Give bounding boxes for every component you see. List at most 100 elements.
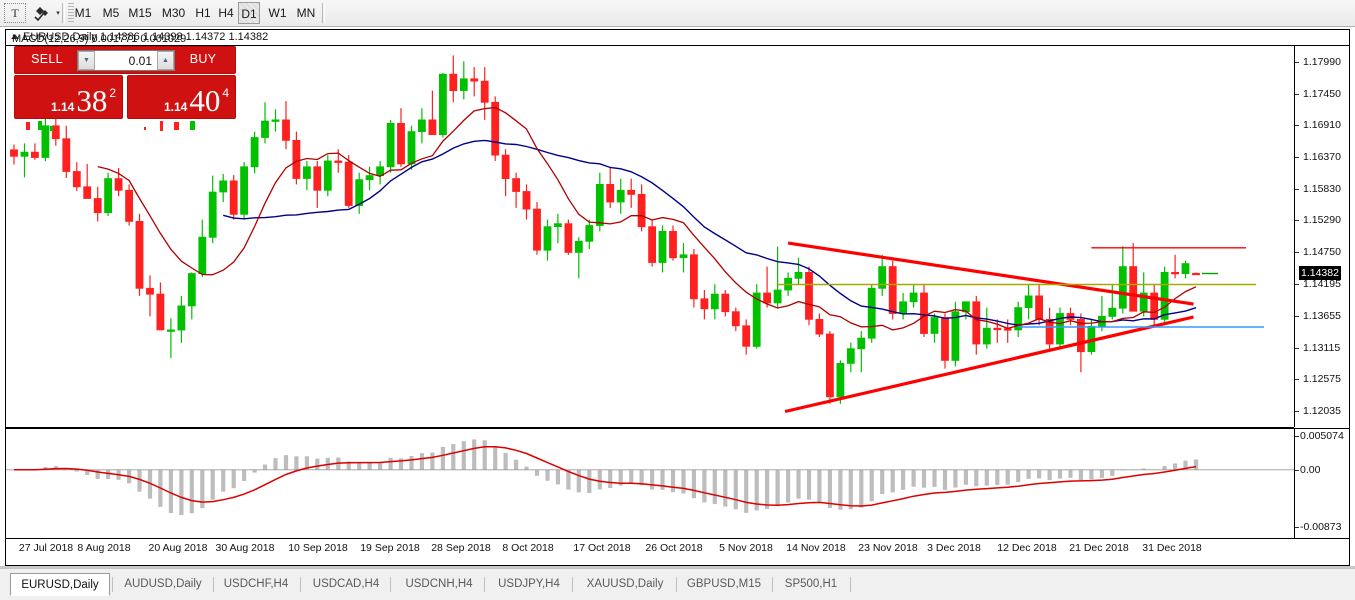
time-tick-label: 5 Nov 2018 (719, 542, 773, 554)
timeframe-mn[interactable]: MN (296, 6, 316, 20)
chart-tab-usdchf-h4[interactable]: USDCHF,H4 (223, 578, 289, 590)
price-tick-label: 1.16370 (1303, 150, 1341, 163)
chart-tab-usdcnh-h4[interactable]: USDCNH,H4 (405, 578, 473, 590)
price-tick (1295, 411, 1299, 413)
main-toolbar: T ▾ M1 M5 M15 M30 H1 H4 D1 W1 MN (0, 0, 1355, 27)
trade-panel-header: SELL ▼ 0.01 ▲ BUY (14, 46, 236, 74)
tab-separator (390, 577, 391, 592)
tab-separator (484, 577, 485, 592)
timeframe-h4[interactable]: H4 (218, 6, 234, 20)
time-tick-label: 26 Oct 2018 (645, 542, 703, 554)
price-tick (1295, 316, 1299, 318)
price-tick-label: 1.15830 (1303, 182, 1341, 195)
toolbar-separator-right (322, 3, 325, 23)
price-tick (1295, 125, 1299, 127)
buy-quote-fraction: 4 (222, 86, 229, 100)
sell-mini-candles-icon (26, 121, 53, 131)
macd-scale-axis[interactable]: 0.005074 0.00 -0.00873 (1294, 428, 1349, 538)
timeframe-h1[interactable]: H1 (195, 6, 211, 20)
volume-up-icon[interactable]: ▲ (157, 51, 174, 70)
crosshair-glyph (33, 6, 48, 21)
volume-down-icon[interactable]: ▼ (78, 51, 95, 70)
price-tick (1295, 284, 1299, 286)
buy-button[interactable]: 1.14 40 4 (127, 75, 236, 119)
timeframe-d1[interactable]: D1 (238, 2, 260, 24)
chart-tab-sp500-h1[interactable]: SP500,H1 (784, 578, 838, 590)
tab-separator (112, 577, 113, 592)
price-tick-label: 1.15290 (1303, 214, 1341, 227)
time-scale-axis[interactable]: 27 Jul 2018 8 Aug 2018 20 Aug 2018 30 Aug 2… (6, 538, 1349, 565)
time-tick-label: 12 Dec 2018 (997, 542, 1057, 554)
volume-stepper[interactable]: ▼ 0.01 ▲ (77, 50, 175, 71)
tab-separator (213, 577, 214, 592)
tab-separator (676, 577, 677, 592)
timeframe-m30[interactable]: M30 (161, 6, 186, 20)
buy-quote: 1.14 40 4 (164, 84, 229, 118)
time-tick-label: 8 Oct 2018 (502, 542, 554, 554)
sell-quote-prefix: 1.14 (50, 100, 75, 114)
collapse-triangle-icon[interactable] (11, 34, 19, 39)
chart-window: EURUSD,Daily 1.14386 1.14398 1.14372 1.1… (5, 29, 1350, 566)
chart-tabs-bar: EURUSD,Daily AUDUSD,Daily USDCHF,H4 USDCAD,… (0, 568, 1355, 600)
text-tool-icon[interactable]: T (4, 3, 26, 23)
sell-quote-fraction: 2 (109, 86, 116, 100)
chart-tab-eurusd-daily[interactable]: EURUSD,Daily (10, 573, 110, 596)
price-tick (1295, 188, 1299, 190)
time-tick-label: 28 Sep 2018 (431, 542, 491, 554)
price-tick-label: 1.12035 (1303, 405, 1341, 418)
buy-label[interactable]: BUY (189, 52, 217, 66)
time-tick-label: 30 Aug 2018 (215, 542, 275, 554)
price-tick (1295, 61, 1299, 63)
price-tick-label: 1.17450 (1303, 87, 1341, 100)
chart-tab-xauusd-daily[interactable]: XAUUSD,Daily (586, 578, 664, 590)
macd-tick-label: -0.00873 (1300, 521, 1342, 534)
macd-tick (1295, 527, 1299, 529)
time-tick-label: 19 Sep 2018 (360, 542, 420, 554)
time-tick-label: 31 Dec 2018 (1142, 542, 1202, 554)
price-tick (1295, 220, 1299, 222)
time-tick-label: 14 Nov 2018 (786, 542, 846, 554)
price-tick-label: 1.12575 (1303, 373, 1341, 386)
timeframe-w1[interactable]: W1 (268, 6, 287, 20)
price-tick-label: 1.13115 (1303, 341, 1341, 354)
buy-mini-candles-icon (144, 121, 195, 131)
timeframe-m5[interactable]: M5 (102, 6, 120, 20)
price-tick-label: 1.13655 (1303, 310, 1341, 323)
macd-label: MACD(12,26,9) 0.001771 0.001029 (12, 33, 187, 45)
sell-label[interactable]: SELL (31, 52, 63, 66)
buy-quote-big: 40 (189, 83, 221, 118)
price-tick (1295, 156, 1299, 158)
price-tick (1295, 93, 1299, 95)
crosshair-icon[interactable] (32, 3, 52, 23)
chart-tab-audusd-daily[interactable]: AUDUSD,Daily (124, 578, 202, 590)
buy-quote-prefix: 1.14 (163, 100, 188, 114)
time-tick-label: 3 Dec 2018 (927, 542, 981, 554)
sell-quote-big: 38 (76, 83, 108, 118)
sell-button[interactable]: 1.14 38 2 (14, 75, 123, 119)
sell-quote: 1.14 38 2 (51, 84, 116, 118)
tab-separator (300, 577, 301, 592)
volume-input[interactable]: 0.01 (128, 53, 152, 68)
toolbar-grip[interactable] (68, 3, 74, 23)
macd-tick-label: 0.00 (1300, 463, 1321, 476)
price-tick-label: 1.14195 (1303, 278, 1341, 291)
time-tick-label: 8 Aug 2018 (77, 542, 131, 554)
window-scrollbar[interactable] (0, 566, 1355, 568)
chart-tab-usdcad-h4[interactable]: USDCAD,H4 (312, 578, 380, 590)
tab-separator (572, 577, 573, 592)
pane-divider[interactable] (6, 427, 1294, 428)
timeframe-m1[interactable]: M1 (74, 6, 92, 20)
price-chart-svg (10, 55, 1264, 414)
chart-title-text: EURUSD,Daily 1.14386 1.14398 1.14372 1.1… (23, 31, 269, 43)
time-tick-label: 20 Aug 2018 (148, 542, 208, 554)
price-tick (1295, 251, 1299, 253)
chart-tab-gbpusd-m15[interactable]: GBPUSD,M15 (686, 578, 762, 590)
chevron-down-icon[interactable]: ▾ (56, 10, 60, 17)
time-tick-label: 21 Dec 2018 (1069, 542, 1129, 554)
chart-tab-usdjpy-h4[interactable]: USDJPY,H4 (498, 578, 560, 590)
timeframe-m15[interactable]: M15 (128, 6, 152, 20)
macd-pane[interactable] (6, 428, 1294, 538)
price-scale-axis[interactable]: 1.17990 1.17450 1.16910 1.16370 1.15830 1.152… (1294, 46, 1349, 427)
current-price-label: 1.14382 (1299, 266, 1341, 281)
macd-tick (1295, 436, 1299, 438)
